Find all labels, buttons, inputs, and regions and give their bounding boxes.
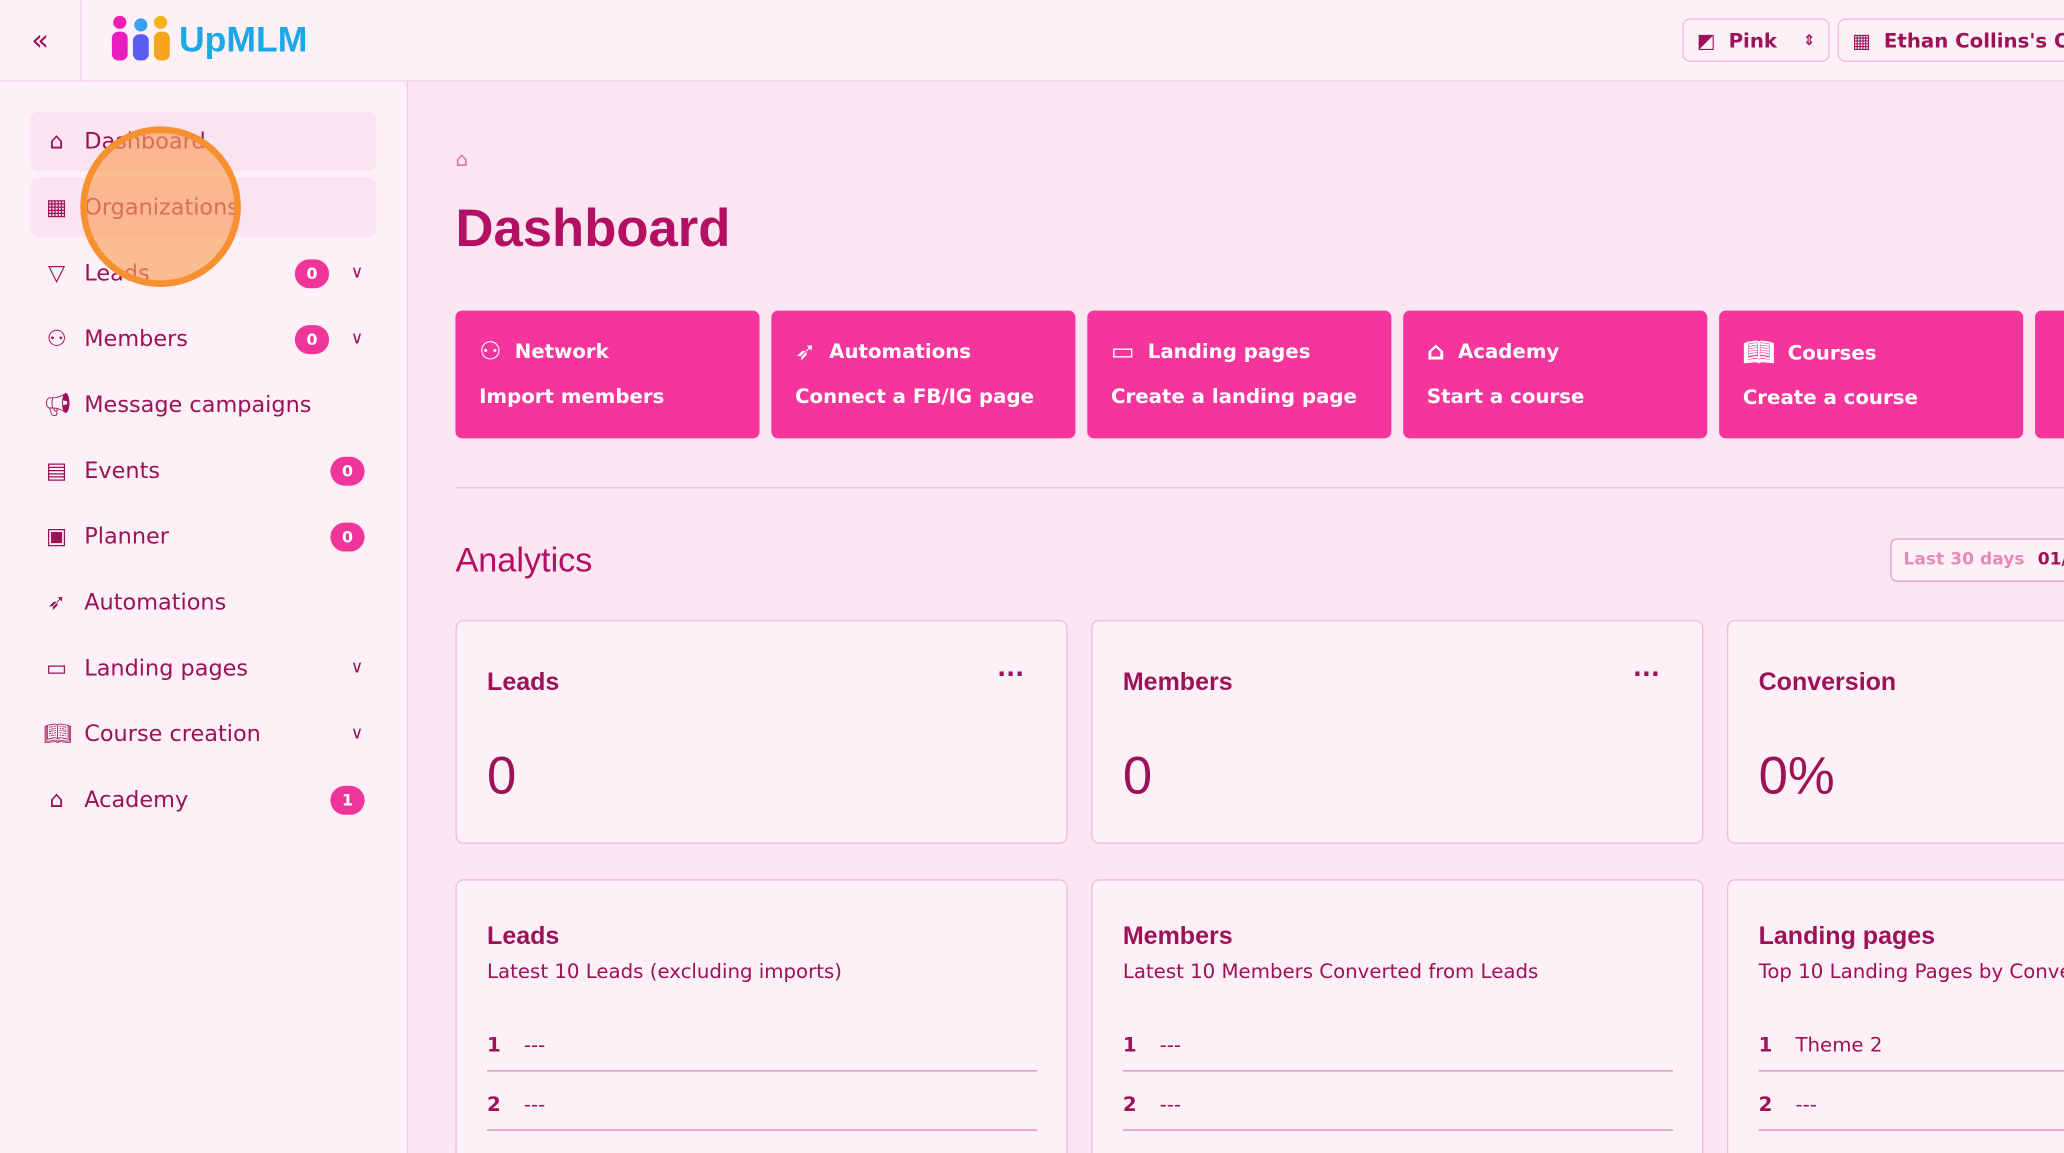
sidebar-item-label: Course creation bbox=[84, 720, 261, 748]
filter-icon: ▽ bbox=[47, 259, 66, 287]
logo[interactable]: UpMLM bbox=[111, 15, 307, 63]
stat-card: Members ··· 0 bbox=[1091, 619, 1704, 844]
list-subtitle: Latest 10 Members Converted from Leads bbox=[1122, 959, 1539, 984]
quick-action-more[interactable] bbox=[2035, 310, 2064, 439]
rocket-icon: ➶ bbox=[795, 336, 817, 366]
sidebar-item-label: Landing pages bbox=[84, 654, 249, 682]
stat-value: 0 bbox=[487, 747, 517, 806]
sidebar-item-label: Automations bbox=[84, 589, 227, 616]
more-options-icon[interactable]: ··· bbox=[997, 660, 1025, 689]
sidebar-item-label: Academy bbox=[84, 786, 189, 813]
clipboard-icon: ▣ bbox=[46, 523, 68, 550]
sidebar-item-events[interactable]: ▤ Events 0 bbox=[30, 441, 376, 500]
sidebar-item-landing-pages[interactable]: ▭ Landing pages ∨ bbox=[30, 638, 376, 697]
sidebar-item-label: Planner bbox=[84, 523, 170, 550]
stat-title: Conversion bbox=[1758, 668, 1897, 697]
count-badge: 0 bbox=[294, 258, 330, 288]
quick-action-landing-pages[interactable]: ▭ Landing pages Create a landing page bbox=[1087, 310, 1392, 439]
stat-card: Leads ··· 0 bbox=[455, 619, 1068, 844]
chevron-down-icon[interactable]: ∨ bbox=[350, 723, 364, 744]
book-icon: 📖︎ bbox=[1742, 338, 1775, 368]
home-icon: ⌂ bbox=[49, 128, 64, 155]
theme-selector[interactable]: ◩ Pink ⇕ bbox=[1682, 18, 1830, 62]
list-title: Landing pages bbox=[1758, 922, 1936, 951]
book-icon: 📖︎ bbox=[43, 720, 72, 748]
logo-icon bbox=[111, 15, 170, 61]
list-subtitle: Latest 10 Leads (excluding imports) bbox=[487, 959, 842, 984]
count-badge: 0 bbox=[330, 456, 365, 486]
main-content: ⌂ Dashboard ⚇ Network Import members ➶ Autom… bbox=[409, 82, 2064, 1153]
graduation-cap-icon: ⌂ bbox=[49, 786, 64, 813]
list-card: Members Latest 10 Members Converted from … bbox=[1091, 879, 1704, 1153]
list-item[interactable]: 2 --- bbox=[1122, 1093, 1674, 1131]
chevron-down-icon[interactable]: ∨ bbox=[350, 329, 364, 349]
date-range-picker[interactable]: Last 30 days 01/2 bbox=[1890, 538, 2064, 582]
monitor-icon: ▭ bbox=[46, 654, 68, 682]
collapse-sidebar-button[interactable]: « bbox=[0, 0, 82, 82]
sidebar-item-message-campaigns[interactable]: 📢︎ Message campaigns bbox=[30, 375, 376, 434]
stat-title: Members bbox=[1122, 668, 1233, 697]
calendar-icon: ▤ bbox=[46, 457, 68, 484]
palette-icon: ◩ bbox=[1696, 28, 1716, 52]
top-bar: « UpMLM ◩ Pink ⇕ ▦ Ethan Collins's O bbox=[0, 0, 2064, 82]
count-badge: 0 bbox=[294, 324, 330, 354]
list-item[interactable]: 1 --- bbox=[487, 1033, 1038, 1072]
stat-value: 0% bbox=[1758, 747, 1835, 806]
chevron-down-icon[interactable]: ∨ bbox=[350, 658, 364, 678]
sidebar-item-label: Members bbox=[84, 325, 188, 353]
sidebar-item-automations[interactable]: ➶ Automations bbox=[30, 573, 376, 632]
sidebar-item-academy[interactable]: ⌂ Academy 1 bbox=[30, 770, 376, 829]
graduation-cap-icon: ⌂ bbox=[1426, 336, 1445, 366]
stat-card: Conversion 0% bbox=[1727, 619, 2064, 844]
list-title: Members bbox=[1122, 922, 1233, 951]
quick-action-academy[interactable]: ⌂ Academy Start a course bbox=[1403, 310, 1708, 439]
users-icon: ⚇ bbox=[479, 336, 502, 366]
sidebar-item-label: Events bbox=[84, 457, 161, 484]
list-item[interactable]: 2 --- bbox=[1758, 1093, 2064, 1131]
more-options-icon[interactable]: ··· bbox=[1632, 660, 1660, 689]
analytics-heading: Analytics bbox=[455, 539, 593, 580]
organization-selector[interactable]: ▦ Ethan Collins's O bbox=[1837, 18, 2064, 62]
list-title: Leads bbox=[487, 922, 560, 951]
rocket-icon: ➶ bbox=[47, 589, 66, 616]
sidebar-item-planner[interactable]: ▣ Planner 0 bbox=[30, 507, 376, 566]
users-icon: ⚇ bbox=[46, 325, 67, 353]
divider bbox=[455, 487, 2064, 489]
list-subtitle: Top 10 Landing Pages by Convers bbox=[1758, 959, 2064, 984]
double-chevron-left-icon: « bbox=[31, 24, 50, 58]
list-item[interactable]: 1 --- bbox=[1122, 1033, 1674, 1072]
stat-value: 0 bbox=[1122, 747, 1153, 806]
quick-action-network[interactable]: ⚇ Network Import members bbox=[455, 310, 760, 439]
stat-title: Leads bbox=[487, 668, 560, 697]
page-title: Dashboard bbox=[455, 200, 731, 259]
list-card: Leads Latest 10 Leads (excluding imports)… bbox=[455, 879, 1068, 1153]
megaphone-icon: 📢︎ bbox=[43, 391, 72, 418]
list-item[interactable]: 1 Theme 2 bbox=[1758, 1033, 2064, 1072]
building-icon: ▦ bbox=[1852, 28, 1871, 52]
quick-action-courses[interactable]: 📖︎ Courses Create a course bbox=[1719, 310, 2024, 439]
count-badge: 0 bbox=[330, 521, 365, 551]
chevron-down-icon[interactable]: ∨ bbox=[350, 263, 364, 284]
sidebar-item-label: Message campaigns bbox=[84, 391, 312, 418]
quick-action-automations[interactable]: ➶ Automations Connect a FB/IG page bbox=[771, 310, 1076, 439]
breadcrumb-home-icon[interactable]: ⌂ bbox=[455, 147, 468, 172]
sidebar-item-members[interactable]: ⚇ Members 0 ∨ bbox=[30, 309, 376, 368]
monitor-icon: ▭ bbox=[1110, 336, 1135, 366]
sidebar-item-course-creation[interactable]: 📖︎ Course creation ∨ bbox=[30, 704, 376, 763]
building-icon: ▦ bbox=[46, 194, 68, 221]
list-item[interactable]: 2 --- bbox=[487, 1093, 1038, 1131]
click-indicator bbox=[80, 126, 241, 287]
chevron-up-down-icon: ⇕ bbox=[1803, 31, 1816, 49]
count-badge: 1 bbox=[330, 785, 365, 815]
list-card: Landing pages Top 10 Landing Pages by Con… bbox=[1727, 879, 2064, 1153]
